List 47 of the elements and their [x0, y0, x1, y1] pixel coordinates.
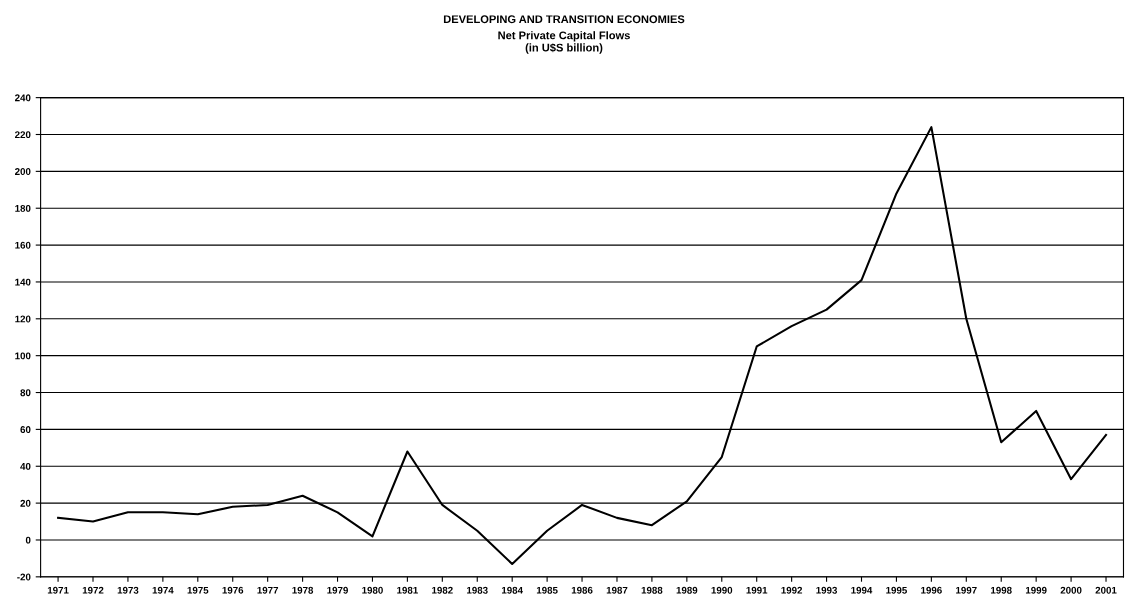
y-tick-label: -20	[17, 573, 31, 581]
x-tick-label: 1995	[886, 586, 907, 594]
y-tick-label: 180	[15, 204, 31, 212]
x-tick-label: 1991	[746, 586, 768, 594]
x-tick-label: 1985	[536, 586, 558, 594]
y-tick-label: 40	[20, 462, 31, 470]
x-tick-label: 1992	[781, 586, 803, 594]
x-tick-label: 1996	[921, 586, 942, 594]
x-tick-label: 1984	[501, 586, 523, 594]
y-tick-label: 100	[15, 352, 31, 360]
y-tick-label: 60	[20, 426, 31, 434]
y-tick-label: 80	[20, 389, 31, 397]
x-tick-label: 1990	[711, 586, 733, 594]
y-tick-label: 160	[15, 241, 31, 249]
x-tick-label: 1994	[851, 586, 873, 594]
x-tick-label: 1976	[222, 586, 244, 594]
x-tick-label: 1988	[641, 586, 663, 594]
x-tick-label: 1987	[606, 586, 628, 594]
x-tick-label: 1982	[432, 586, 453, 594]
x-tick-label: 1986	[571, 586, 593, 594]
x-tick-label: 1999	[1025, 586, 1047, 594]
x-tick-label: 2000	[1060, 586, 1082, 594]
y-tick-label: 220	[15, 131, 31, 139]
chart-subtitle: Net Private Capital Flows (in U$S billion)	[498, 31, 630, 54]
x-tick-label: 1973	[117, 586, 139, 594]
y-tick-label: 240	[15, 94, 31, 102]
y-tick-label: 120	[15, 315, 31, 323]
x-tick-label: 1981	[397, 586, 418, 594]
x-tick-label: 1993	[816, 586, 838, 594]
y-tick-label: 0	[25, 536, 31, 544]
x-tick-label: 1971	[47, 586, 69, 594]
chart-title: DEVELOPING AND TRANSITION ECONOMIES	[443, 15, 685, 24]
x-tick-label: 1974	[152, 586, 174, 594]
x-tick-label: 2001	[1095, 586, 1117, 594]
x-tick-label: 1980	[362, 586, 383, 594]
x-tick-label: 1979	[327, 586, 348, 594]
x-tick-label: 1978	[292, 586, 314, 594]
x-tick-label: 1977	[257, 586, 279, 594]
y-tick-label: 200	[15, 168, 31, 175]
x-tick-label: 1972	[82, 586, 104, 594]
x-tick-label: 1983	[467, 586, 488, 594]
y-tick-label: 20	[20, 499, 31, 507]
x-tick-label: 1997	[956, 586, 977, 594]
x-tick-label: 1989	[676, 586, 698, 594]
x-tick-label: 1998	[991, 586, 1012, 594]
y-tick-label: 140	[15, 278, 31, 286]
x-tick-label: 1975	[187, 586, 209, 594]
